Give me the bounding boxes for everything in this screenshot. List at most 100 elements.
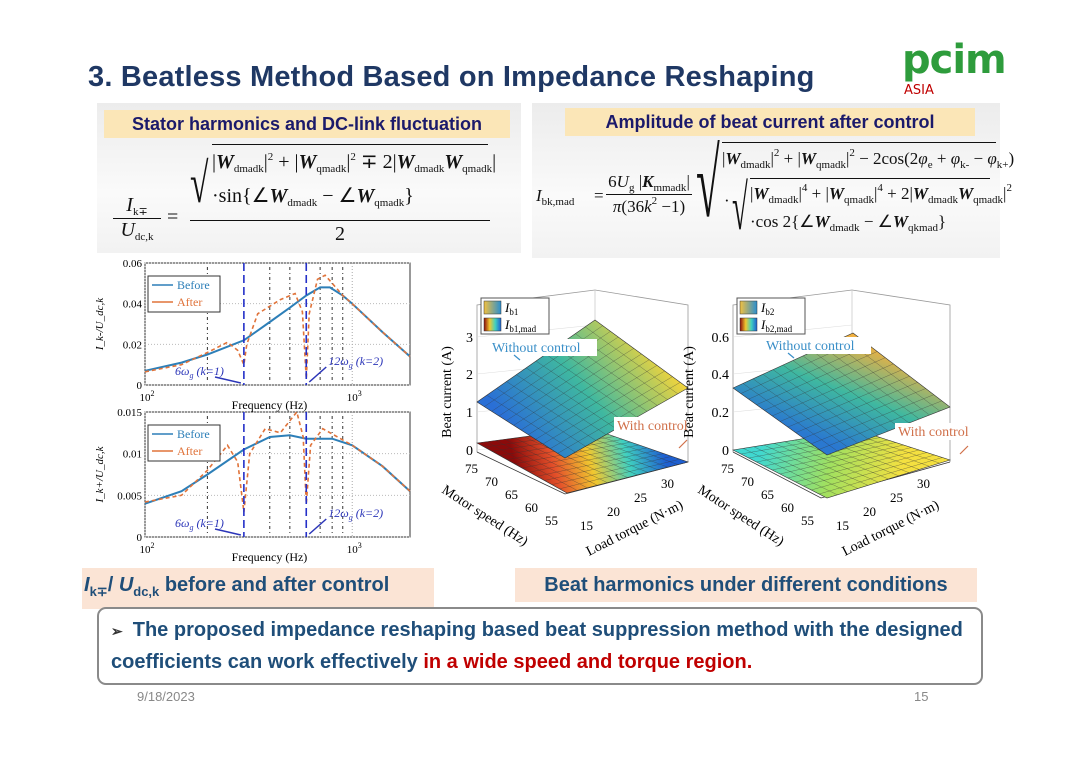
formula-token: W: [892, 212, 909, 231]
y-tick-label: 0: [137, 380, 143, 392]
formula-token: + |: [807, 184, 829, 203]
conclusion-text: The proposed impedance reshaping based b…: [111, 619, 963, 673]
torque-tick-label: 20: [863, 504, 876, 519]
formula-token: 4: [877, 182, 883, 194]
torque-tick-label: 30: [917, 476, 930, 491]
formula-token: I: [126, 194, 133, 216]
torque-tick-label: 25: [890, 490, 903, 505]
annotation-with-control: With control: [617, 419, 688, 434]
formula-token: e: [927, 159, 933, 171]
torque-tick-label: 15: [836, 518, 849, 533]
formula-token: W: [216, 151, 234, 173]
caption-sym-sub: k∓: [89, 584, 108, 599]
formula-token: W: [912, 184, 928, 203]
speed-tick-label: 65: [505, 487, 518, 502]
formula-token: |: [634, 172, 643, 191]
annotation-sub: g: [189, 523, 193, 532]
caption-sym: I: [84, 574, 90, 596]
formula-token: π: [612, 197, 622, 216]
y-tick-label: 0.005: [117, 490, 142, 502]
legend-label-sub: b2,mad: [765, 324, 792, 334]
formula-token: |: [845, 149, 850, 168]
annotation-bg: [763, 337, 871, 354]
y-tick-label: 0.015: [117, 407, 142, 419]
formula-token: ·cos 2{∠: [750, 212, 815, 231]
z-tick-label: 0.2: [712, 406, 730, 421]
caption-stator-harmonics: Stator harmonics and DC-link fluctuation: [104, 110, 510, 138]
annotation-with-control: With control: [898, 425, 969, 440]
formula-lhs-num: Ik∓: [113, 194, 161, 218]
caption-beat-amplitude: Amplitude of beat current after control: [565, 108, 975, 136]
formula-token: |: [212, 151, 217, 173]
x-tick-exponent: 2: [151, 389, 155, 398]
legend-label-sub: b1,mad: [509, 324, 536, 334]
formula-token: W: [396, 151, 415, 173]
formula-token: 2: [1006, 182, 1012, 194]
formula-token: −1): [657, 197, 686, 216]
dot: ·: [724, 191, 730, 210]
legend-label: Before: [177, 278, 210, 292]
legend-swatch: [483, 317, 502, 332]
formula-rad-line2: ·sin{∠Wdmadk − ∠Wqmadk}: [212, 183, 488, 209]
formula-token: dmadk: [928, 194, 958, 206]
x-axis-label: Frequency (Hz): [232, 550, 308, 564]
legend-label: After: [177, 295, 202, 309]
formula-token: 2: [651, 195, 658, 207]
annotation-label: 12ωg (k=2): [328, 506, 383, 522]
sqrt-sign: √: [190, 153, 209, 215]
formula-token: 2: [849, 147, 855, 159]
formula-token: + |: [273, 151, 299, 173]
formula-token: W: [800, 149, 817, 168]
formula-token: |: [492, 151, 497, 173]
series-line-before: [144, 434, 411, 505]
conclusion-highlight: in a wide speed and torque region.: [423, 651, 753, 673]
y-tick-label: 0: [137, 532, 143, 544]
formula-token: |: [686, 172, 690, 191]
surface-gridline: [559, 458, 680, 490]
caption-left-rest: before and after control: [159, 574, 390, 596]
footer-date: 9/18/2023: [137, 689, 195, 704]
formula-token: dmadk: [768, 194, 799, 206]
formula-token: W: [269, 185, 288, 207]
annotation-arrow: [513, 354, 521, 361]
annotation-label: 6ωg (k=1): [175, 364, 224, 380]
speed-tick-label: 75: [721, 461, 734, 476]
line-chart-k-plus: 0 0.005 0.01 0.015 102 103 Frequency (Hz) I_k+/…: [94, 407, 411, 564]
z-tick-label: 0.6: [712, 331, 730, 346]
annotation-arrow: [787, 352, 795, 359]
base-axis: [732, 451, 951, 499]
formula-token: φ: [950, 149, 961, 168]
legend-label: Before: [177, 427, 210, 441]
formula-token: W: [814, 212, 830, 231]
surface-gridline: [819, 457, 943, 495]
formula-token: qmadk: [374, 197, 405, 209]
conclusion-box: ➢ The proposed impedance reshaping based …: [97, 607, 983, 685]
formula-token: |: [722, 149, 726, 168]
y-tick-label: 0.02: [123, 339, 142, 351]
annotation-arrow: [308, 518, 327, 535]
annotation-sub: g: [349, 361, 353, 370]
z-tick-label: 2: [466, 368, 473, 383]
formula-token: qmadk: [462, 163, 493, 175]
formula-token: dmadk: [414, 163, 445, 175]
formula-token: + |: [779, 149, 801, 168]
annotation-rest: (k=2): [353, 354, 383, 368]
formula-token: W: [298, 151, 317, 173]
y-tick-label: 0.04: [123, 299, 143, 311]
caption-left: Ik∓/ Udc,k before and after control: [82, 568, 434, 609]
legend-box: [147, 275, 221, 313]
formula-token: mmadk: [653, 182, 687, 194]
bullet-arrow-icon: ➢: [111, 623, 123, 639]
equals-sign: =: [167, 206, 179, 228]
torque-tick-label: 25: [634, 490, 647, 505]
formula-token: − ∠: [317, 185, 357, 207]
z-tick-label: 0: [466, 444, 473, 459]
formula-token: ·sin{∠: [212, 185, 270, 207]
formula-token: g: [628, 182, 635, 194]
formula-inner2: ·cos 2{∠Wdmadk − ∠Wqkmad}: [750, 212, 990, 234]
annotation-without-control: Without control: [766, 339, 855, 354]
formula-token: qkmad: [908, 222, 938, 234]
formula-beat: Ibk,mad = 6Ug |Kmmadk| π(36k2 −1) √ |Wdm…: [536, 136, 1014, 256]
formula-coef-num: 6Ug |Kmmadk|: [606, 172, 692, 194]
